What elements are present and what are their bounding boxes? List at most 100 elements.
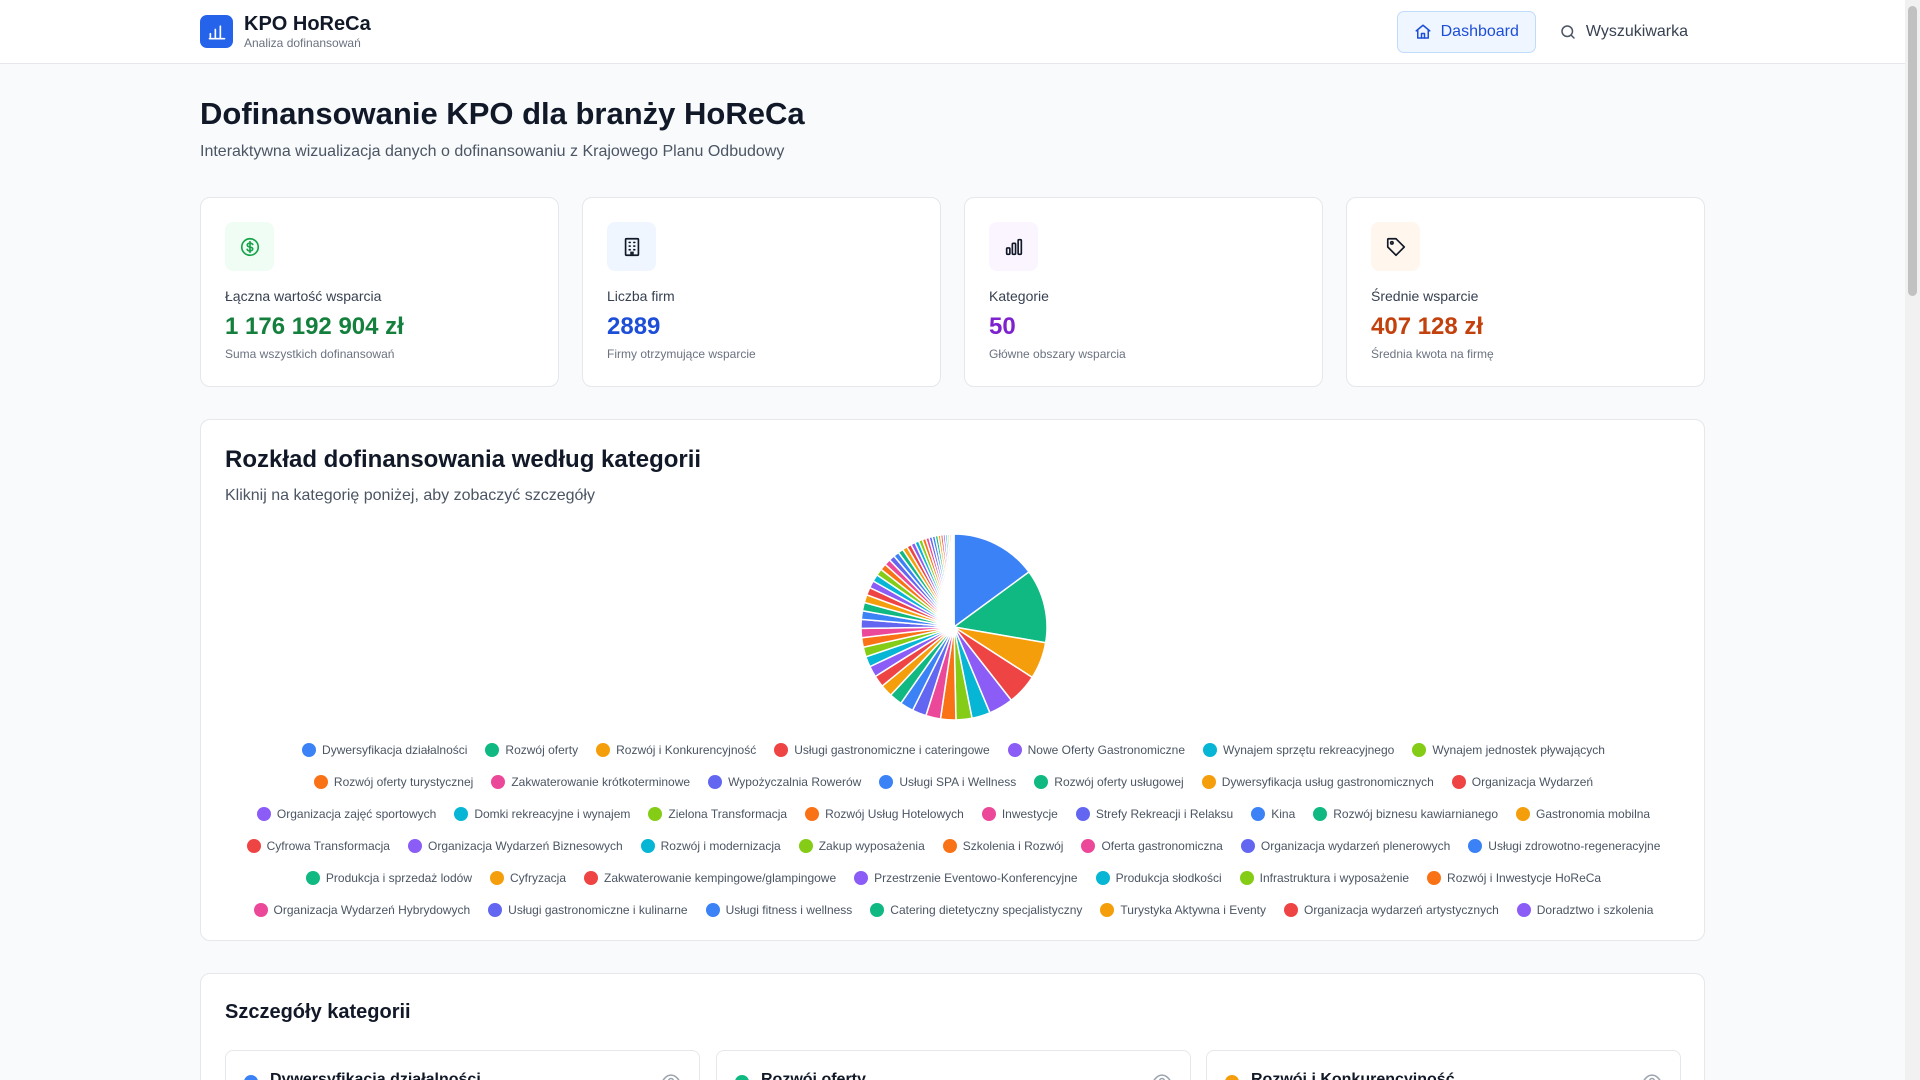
pie-slice[interactable]: Dywersyfikacja działalności xyxy=(953,533,1031,629)
stat-description: Główne obszary wsparcia xyxy=(989,347,1126,361)
eye-icon[interactable] xyxy=(661,1071,681,1080)
legend-item[interactable]: Usługi gastronomiczne i cateringowe xyxy=(774,734,990,766)
pie-slice[interactable]: Kategoria 50 xyxy=(951,533,955,628)
category-card[interactable]: Dywersyfikacja działalności xyxy=(225,1050,700,1080)
legend-item[interactable]: Organizacja Wydarzeń Hybrydowych xyxy=(253,894,470,926)
page-scrollbar[interactable] xyxy=(1905,0,1920,1080)
legend-item[interactable]: Organizacja Wydarzeń Biznesowych xyxy=(407,830,623,862)
legend-color-dot xyxy=(488,903,503,917)
legend-item[interactable]: Wynajem sprzętu rekreacyjnego xyxy=(1203,734,1394,766)
legend-label: Zakwaterowanie kempingowe/glampingowe xyxy=(604,871,837,885)
category-card[interactable]: Rozwój oferty xyxy=(716,1050,1191,1080)
stat-label: Kategorie xyxy=(989,288,1049,304)
legend-label: Rozwój i modernizacja xyxy=(660,839,781,853)
legend-item[interactable]: Zakwaterowanie kempingowe/glampingowe xyxy=(584,862,836,894)
stat-label: Liczba firm xyxy=(607,288,675,304)
stat-value: 407 128 zł xyxy=(1371,313,1484,340)
legend-item[interactable]: Domki rekreacyjne i wynajem xyxy=(454,798,630,830)
legend-color-dot xyxy=(1412,743,1427,757)
legend-item[interactable]: Gastronomia mobilna xyxy=(1516,798,1650,830)
legend-item[interactable]: Oferta gastronomiczna xyxy=(1081,830,1223,862)
legend-label: Cyfryzacja xyxy=(509,871,566,885)
legend-label: Rozwój i Konkurencyjność xyxy=(616,743,757,757)
category-card[interactable]: Rozwój i Konkurencyjność xyxy=(1206,1050,1681,1080)
legend-color-dot xyxy=(596,743,611,757)
pie-slice[interactable]: Rozwój oferty xyxy=(952,570,1048,644)
legend-item[interactable]: Rozwój i Inwestycje HoReCa xyxy=(1427,862,1601,894)
legend-color-dot xyxy=(854,871,869,885)
legend-label: Produkcja i sprzedaż lodów xyxy=(325,871,472,885)
legend-item[interactable]: Doradztwo i szkolenia xyxy=(1516,894,1653,926)
legend-label: Dywersyfikacja usług gastronomicznych xyxy=(1221,775,1434,789)
legend-item[interactable]: Cyfrowa Transformacja xyxy=(246,830,390,862)
legend-item[interactable]: Rozwój i Konkurencyjność xyxy=(596,734,756,766)
legend-label: Rozwój oferty turystycznej xyxy=(333,775,474,789)
legend-item[interactable]: Przestrzenie Eventowo-Konferencyjne xyxy=(854,862,1078,894)
legend-item[interactable]: Zielona Transformacja xyxy=(648,798,787,830)
category-distribution-panel: Rozkład dofinansowania według kategorii … xyxy=(200,419,1705,941)
legend-item[interactable]: Infrastruktura i wyposażenie xyxy=(1239,862,1410,894)
legend-label: Organizacja wydarzeń plenerowych xyxy=(1260,839,1451,853)
scrollbar-thumb[interactable] xyxy=(1908,6,1917,296)
legend-label: Turystyka Aktywna i Eventy xyxy=(1120,903,1266,917)
legend-item[interactable]: Nowe Oferty Gastronomiczne xyxy=(1007,734,1186,766)
legend-label: Wynajem sprzętu rekreacyjnego xyxy=(1223,743,1395,757)
eye-icon[interactable] xyxy=(1642,1071,1662,1080)
legend-color-dot xyxy=(1201,775,1216,789)
legend-item[interactable]: Usługi fitness i wellness xyxy=(705,894,852,926)
legend-item[interactable]: Zakwaterowanie krótkoterminowe xyxy=(491,766,690,798)
legend-label: Cyfrowa Transformacja xyxy=(266,839,390,853)
legend-color-dot xyxy=(253,903,268,917)
legend-color-dot xyxy=(1240,839,1255,853)
nav-dashboard-button[interactable]: Dashboard xyxy=(1396,11,1536,53)
legend-item[interactable]: Zakup wyposażenia xyxy=(798,830,925,862)
legend-item[interactable]: Turystyka Aktywna i Eventy xyxy=(1100,894,1266,926)
legend-item[interactable]: Wypożyczalnia Rowerów xyxy=(708,766,861,798)
legend-label: Infrastruktura i wyposażenie xyxy=(1259,871,1410,885)
legend-color-dot xyxy=(870,903,885,917)
bar-chart-icon xyxy=(1005,238,1022,255)
legend-color-dot xyxy=(942,839,957,853)
legend-item[interactable]: Usługi zdrowotno-regeneracyjne xyxy=(1468,830,1660,862)
legend-color-dot xyxy=(1313,807,1328,821)
app-title: KPO HoReCa xyxy=(244,13,371,35)
stat-icon-wrap xyxy=(1371,222,1420,271)
legend-label: Szkolenia i Rozwój xyxy=(962,839,1064,853)
legend-item[interactable]: Rozwój oferty xyxy=(485,734,578,766)
legend-color-dot xyxy=(313,775,328,789)
legend-item[interactable]: Organizacja Wydarzeń xyxy=(1451,766,1593,798)
brand[interactable]: KPO HoReCa Analiza dofinansowań xyxy=(200,12,371,51)
legend-item[interactable]: Strefy Rekreacji i Relaksu xyxy=(1075,798,1233,830)
legend-item[interactable]: Rozwój oferty usługowej xyxy=(1034,766,1184,798)
legend-item[interactable]: Usługi gastronomiczne i kulinarne xyxy=(488,894,688,926)
legend-item[interactable]: Rozwój Usług Hotelowych xyxy=(805,798,964,830)
legend-item[interactable]: Dywersyfikacja usług gastronomicznych xyxy=(1201,766,1434,798)
eye-icon[interactable] xyxy=(1152,1071,1172,1080)
legend-item[interactable]: Dywersyfikacja działalności xyxy=(302,734,467,766)
legend-item[interactable]: Rozwój i modernizacja xyxy=(640,830,781,862)
legend-color-dot xyxy=(1100,903,1115,917)
legend-item[interactable]: Rozwój biznesu kawiarnianego xyxy=(1313,798,1498,830)
search-icon xyxy=(1561,25,1575,39)
legend-label: Przestrzenie Eventowo-Konferencyjne xyxy=(874,871,1078,885)
legend-item[interactable]: Rozwój oferty turystycznej xyxy=(313,766,474,798)
legend-item[interactable]: Usługi SPA i Wellness xyxy=(879,766,1016,798)
legend-item[interactable]: Produkcja słodkości xyxy=(1095,862,1222,894)
nav-search-button[interactable]: Wyszukiwarka xyxy=(1542,11,1705,53)
legend-label: Nowe Oferty Gastronomiczne xyxy=(1027,743,1186,757)
stat-label: Łączna wartość wsparcia xyxy=(225,288,382,304)
legend-item[interactable]: Szkolenia i Rozwój xyxy=(942,830,1064,862)
legend-item[interactable]: Wynajem jednostek pływających xyxy=(1412,734,1605,766)
legend-item[interactable]: Kina xyxy=(1251,798,1295,830)
legend-item[interactable]: Produkcja i sprzedaż lodów xyxy=(305,862,472,894)
legend-item[interactable]: Catering dietetyczny specjalistyczny xyxy=(870,894,1082,926)
legend-item[interactable]: Organizacja wydarzeń artystycznych xyxy=(1284,894,1499,926)
app-subtitle: Analiza dofinansowań xyxy=(244,36,361,50)
legend-item[interactable]: Organizacja zajęć sportowych xyxy=(256,798,436,830)
legend-label: Rozwój oferty xyxy=(505,743,579,757)
legend-item[interactable]: Cyfryzacja xyxy=(489,862,566,894)
legend-item[interactable]: Organizacja wydarzeń plenerowych xyxy=(1240,830,1451,862)
legend-label: Rozwój Usług Hotelowych xyxy=(825,807,964,821)
legend-item[interactable]: Inwestycje xyxy=(981,798,1058,830)
